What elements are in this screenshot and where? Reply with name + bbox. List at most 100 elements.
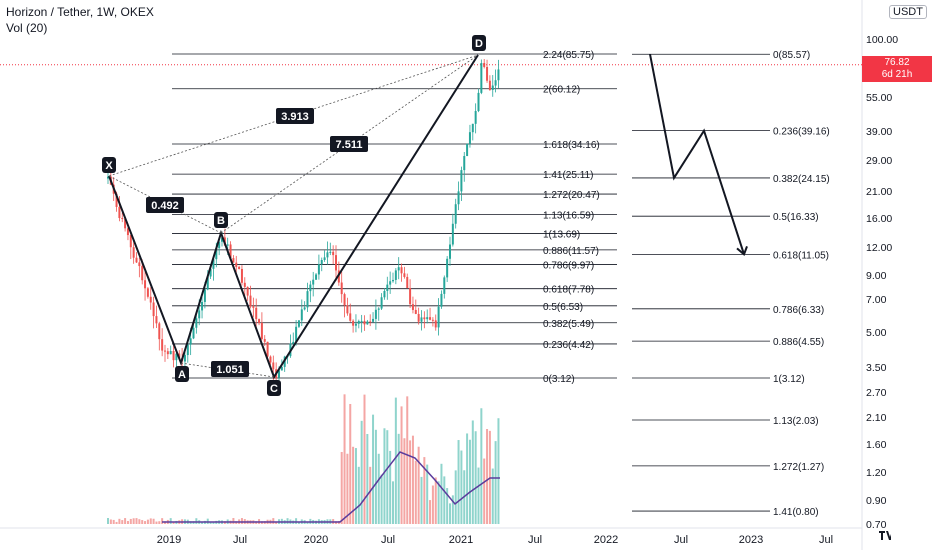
- candle-body: [477, 92, 480, 112]
- last-price-value: 76.82: [884, 57, 910, 68]
- volume-bar: [474, 431, 477, 524]
- pattern-ratio-line: [108, 175, 222, 234]
- candle-body: [107, 176, 109, 179]
- candle-body: [272, 362, 275, 370]
- fib-level-label: 1(13.69): [543, 229, 580, 240]
- fib-projection-label: 0.236(39.16): [773, 127, 830, 138]
- pattern-point-badge: [472, 35, 486, 51]
- pattern-ratio-label: 0.492: [151, 200, 179, 212]
- fib-level-label: 2.24(85.75): [543, 50, 594, 61]
- fib-projection-label: 1.272(1.27): [773, 462, 824, 473]
- symbol-title[interactable]: Horizon / Tether, 1W, OKEX: [6, 5, 154, 19]
- candle-body: [369, 321, 372, 323]
- x-tick-label: 2020: [304, 534, 328, 546]
- volume-bar: [369, 466, 372, 524]
- pattern-point-label: D: [475, 38, 483, 50]
- volume-bar: [440, 463, 443, 524]
- candle-body: [132, 247, 135, 258]
- candle-body: [437, 306, 440, 328]
- volume-bar: [295, 518, 298, 524]
- volume-bar: [394, 397, 397, 524]
- volume-bar: [275, 521, 278, 524]
- volume-bar: [286, 518, 289, 524]
- candle-body: [471, 123, 474, 133]
- fib-level-label: 1.618(34.16): [543, 140, 600, 151]
- candle-body: [494, 80, 497, 86]
- volume-bar: [126, 520, 129, 524]
- candle-body: [474, 111, 477, 124]
- volume-bar: [366, 434, 369, 524]
- candle-body: [124, 218, 127, 229]
- x-tick-label: Jul: [233, 534, 247, 546]
- candle-body: [144, 280, 147, 289]
- currency-label[interactable]: USDT: [889, 5, 927, 19]
- volume-bar: [491, 468, 494, 524]
- pattern-ratio-badge: [211, 361, 249, 377]
- volume-bar: [403, 438, 406, 524]
- candle-body: [269, 356, 272, 363]
- candle-body: [164, 350, 166, 352]
- last-price-tag: 76.82 6d 21h: [862, 56, 932, 82]
- volume-bar: [377, 453, 380, 524]
- candle-body: [240, 268, 243, 283]
- y-tick-label: 39.00: [866, 126, 892, 138]
- pattern-point-label: A: [178, 369, 186, 381]
- fib-projection-label: 0.886(4.55): [773, 337, 824, 348]
- candle-body: [434, 320, 437, 328]
- candle-body: [411, 304, 414, 310]
- fib-level-label: 0.382(5.49): [543, 319, 594, 330]
- candle-body: [426, 317, 429, 320]
- candle-body: [326, 252, 329, 258]
- candle-body: [121, 218, 124, 220]
- volume-bar: [443, 476, 446, 524]
- y-tick-label: 55.00: [866, 92, 892, 104]
- pattern-ratio-badge: [330, 136, 368, 152]
- y-tick-label: 2.10: [866, 412, 887, 424]
- volume-bar: [431, 485, 434, 524]
- candle-body: [449, 244, 451, 259]
- chart-header: Horizon / Tether, 1W, OKEX Vol (20): [6, 4, 154, 36]
- fib-projection-label: 0.618(11.05): [773, 250, 829, 261]
- tradingview-logo[interactable]: [878, 528, 892, 542]
- volume-bar: [132, 518, 135, 524]
- candle-body: [155, 316, 158, 324]
- volume-bar: [483, 458, 486, 524]
- candle-body: [343, 294, 346, 306]
- pattern-ratio-label: 7.511: [336, 139, 363, 151]
- volume-bar: [240, 518, 243, 524]
- candle-body: [260, 322, 263, 339]
- candle-body: [175, 353, 178, 361]
- candle-body: [135, 257, 138, 263]
- volume-bar: [414, 460, 417, 524]
- candle-body: [115, 193, 118, 207]
- volume-bar: [354, 448, 357, 524]
- candle-body: [335, 255, 337, 271]
- fib-projection-label: 0.786(6.33): [773, 305, 824, 316]
- candle-body: [486, 66, 489, 81]
- volume-bar: [107, 518, 109, 524]
- candle-body: [332, 251, 335, 256]
- candle-body: [463, 156, 466, 171]
- candle-body: [218, 241, 221, 249]
- volume-indicator-label[interactable]: Vol (20): [6, 21, 48, 35]
- pattern-point-badge: [175, 366, 189, 382]
- candle-body: [386, 284, 389, 291]
- candle-body: [146, 288, 149, 297]
- candle-body: [252, 306, 255, 308]
- candle-body: [263, 338, 266, 342]
- candle-body: [192, 327, 195, 339]
- candle-body: [480, 62, 483, 93]
- fib-projection-label: 0(85.57): [773, 50, 810, 61]
- x-tick-label: 2019: [157, 534, 181, 546]
- volume-bar: [144, 521, 147, 524]
- y-tick-label: 0.70: [866, 519, 887, 531]
- candle-body: [149, 296, 152, 303]
- candle-body: [166, 351, 169, 355]
- volume-ma-line: [162, 451, 500, 523]
- volume-bar: [389, 450, 392, 524]
- candle-body: [172, 351, 175, 361]
- volume-bar: [423, 457, 426, 524]
- volume-bar: [115, 521, 118, 524]
- candle-body: [303, 307, 306, 310]
